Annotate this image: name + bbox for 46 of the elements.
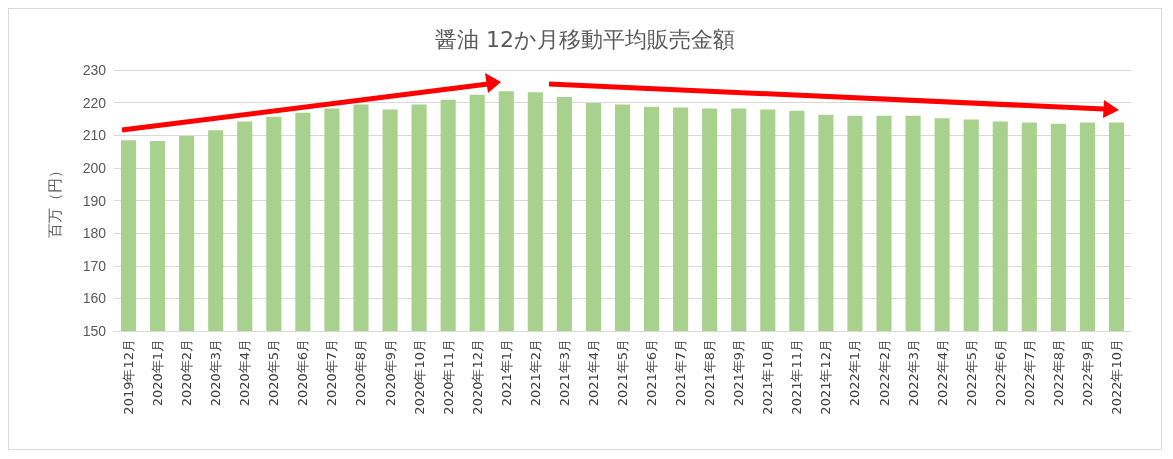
x-tick-label: 2020年12月 [469,339,485,415]
x-tick-label: 2020年4月 [237,339,253,407]
y-tick-label: 190 [82,192,107,209]
y-tick-label: 170 [82,257,107,274]
x-tick-label: 2022年1月 [847,339,863,407]
x-tick-label: 2020年10月 [411,339,427,415]
x-tick-label: 2022年8月 [1050,339,1066,407]
x-tick-label: 2021年2月 [527,339,543,407]
y-tick-label: 150 [82,323,107,339]
x-tick-label: 2019年12月 [121,339,137,415]
x-tick-label: 2022年5月 [963,339,979,407]
x-tick-label: 2021年7月 [673,339,689,407]
x-tick-label: 2021年6月 [644,339,660,407]
x-tick-label: 2022年7月 [1021,339,1037,407]
x-tick-label: 2021年5月 [615,339,630,407]
x-tick-label: 2021年3月 [556,339,572,407]
x-tick-label: 2022年3月 [905,339,921,407]
x-tick-label: 2020年5月 [266,339,282,407]
x-tick-label: 2021年1月 [498,339,514,407]
x-tick-label: 2020年6月 [295,339,311,407]
x-tick-label: 2020年11月 [440,339,456,415]
x-tick-label: 2021年10月 [760,339,776,415]
y-axis-title: 百万（円） [45,163,64,238]
chart-title: 醤油 12か月移動平均販売金額 [435,26,735,52]
x-tick-label: 2020年8月 [353,339,369,407]
y-tick-label: 180 [82,225,107,242]
y-tick-label: 200 [82,159,107,176]
y-tick-label: 160 [82,290,107,307]
x-tick-label: 2022年6月 [992,339,1008,407]
x-tick-label: 2021年11月 [789,339,805,415]
x-tick-label: 2021年9月 [731,339,747,407]
x-tick-label: 2022年9月 [1079,339,1095,407]
x-tick-label: 2021年4月 [585,339,601,407]
x-tick-label: 2020年1月 [150,339,166,407]
x-tick-label: 2020年3月 [208,339,224,407]
x-tick-label: 2022年4月 [934,339,950,407]
x-tick-label: 2020年7月 [324,339,340,407]
y-tick-label: 230 [82,62,107,78]
x-tick-label: 2020年9月 [382,339,398,407]
y-tick-label: 220 [82,94,107,111]
x-tick-label: 2020年2月 [179,339,195,407]
y-tick-label: 210 [82,127,107,144]
x-tick-label: 2022年2月 [876,339,892,407]
x-tick-label: 2021年8月 [702,339,718,407]
x-tick-label: 2021年12月 [818,339,834,415]
x-tick-label: 2022年10月 [1108,339,1124,415]
